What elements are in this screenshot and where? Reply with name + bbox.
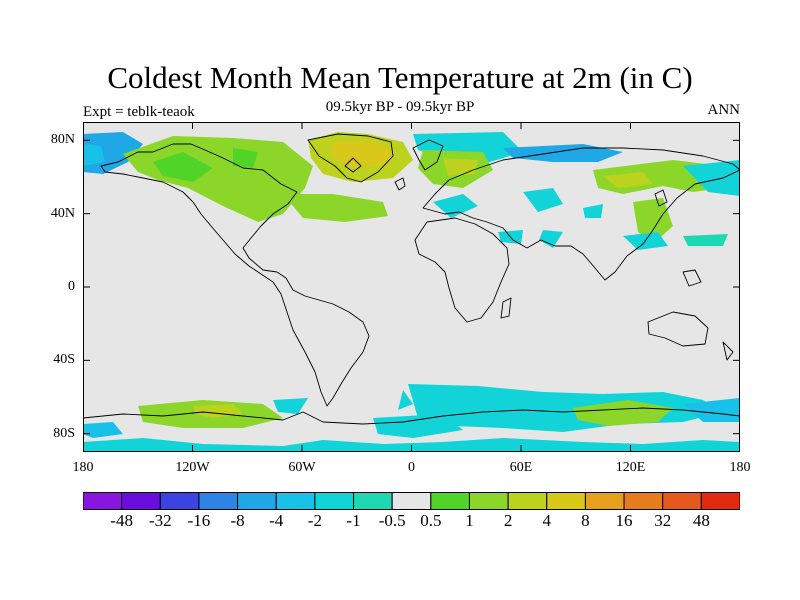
map-panel [83,122,740,452]
colorbar-label: 4 [542,511,552,530]
colorbar-box [314,492,355,510]
colorbar-label: -16 [187,511,211,530]
colorbar-label: -32 [148,511,172,530]
colorbar-box [662,492,702,510]
lat-tick-label: 80N [50,132,75,148]
colorbar-label: -8 [230,511,245,530]
lat-tick-label: 40S [53,352,75,368]
colorbar-box [198,492,239,510]
lon-tick-label: 60E [509,460,533,475]
period-label: 09.5kyr BP - 09.5kyr BP [325,99,475,115]
colorbar-label: 2 [503,511,513,530]
colorbar-box [353,492,393,510]
lon-tick-label: 120W [175,460,210,475]
colorbar-label: 16 [615,511,633,530]
lon-tick-label: 120E [615,460,646,475]
colorbar-box [83,492,123,510]
colorbar-label: 48 [692,511,710,530]
colorbar-box [275,492,316,510]
lat-tick-label: 0 [68,279,75,294]
colorbar-label: -48 [110,511,133,530]
colorbar-box [546,492,586,510]
colorbar-label: -1 [346,511,361,530]
plot-title: Coldest Month Mean Temperature at 2m (in… [107,60,693,95]
colorbar-label: -2 [307,511,322,530]
colorbar-box [430,492,470,510]
anomaly-fields-north [83,132,740,250]
lon-tick-label: 180 [729,460,751,475]
colorbar-svg [83,492,740,510]
season-label: ANN [707,102,741,118]
experiment-label: Expt = teblk-teaok [83,104,195,120]
lon-tick-label: 60W [288,460,316,475]
colorbar-label: -0.5 [378,511,406,530]
colorbar-box [468,492,509,510]
colorbar-label: 8 [581,511,590,530]
coastlines [83,133,740,425]
lat-tick-label: 40N [50,205,75,221]
lat-tick-label: 80S [53,425,75,441]
colorbar-box [121,492,161,510]
colorbar-label: 1 [465,511,474,530]
colorbar-box [507,492,548,510]
colorbar [83,492,740,510]
lon-tick-label: 0 [408,460,415,475]
lon-tick-label: 180 [72,460,94,475]
map-svg [83,122,740,452]
colorbar-box [623,492,664,510]
colorbar-box [237,492,277,510]
axis-ticks [83,122,740,452]
colorbar-box [584,492,625,510]
colorbar-label: 32 [654,511,672,530]
colorbar-label: -4 [269,511,284,530]
colorbar-box [700,492,740,510]
colorbar-box [391,492,432,510]
colorbar-label: 0.5 [420,511,442,530]
colorbar-box [159,492,200,510]
